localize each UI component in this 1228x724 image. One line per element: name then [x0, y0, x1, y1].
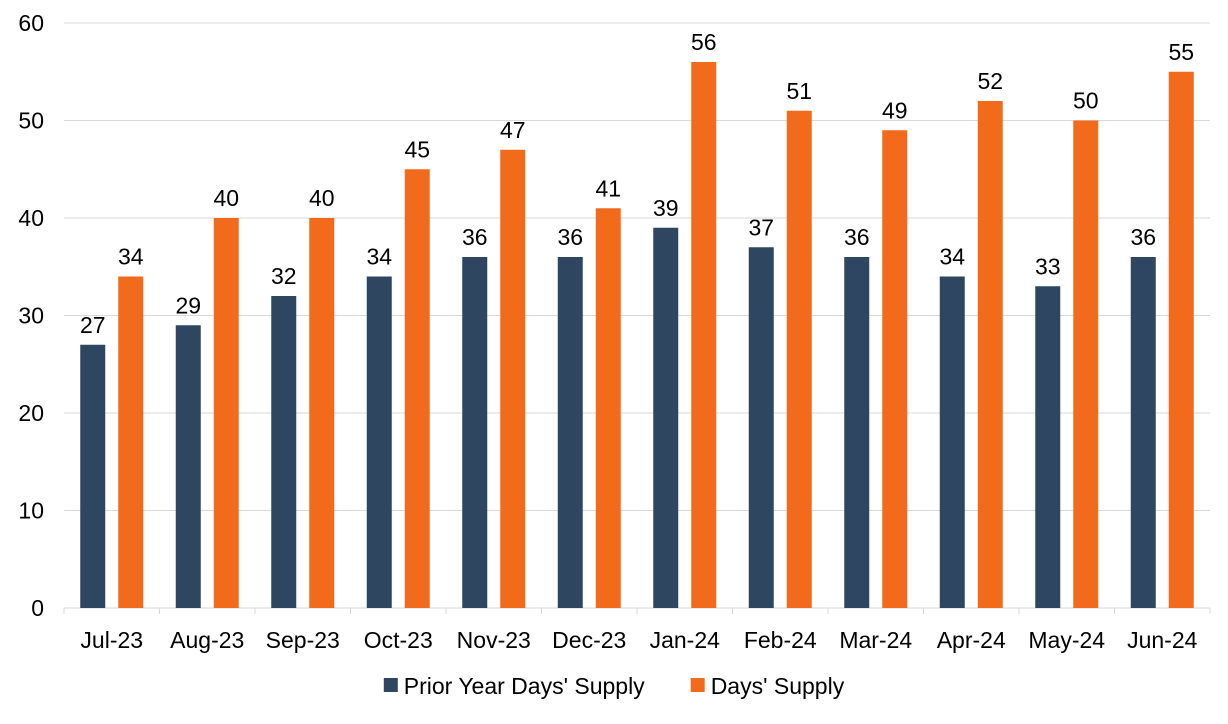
data-label: 51 [786, 78, 812, 104]
data-label: 34 [939, 244, 965, 270]
data-label: 45 [404, 136, 430, 162]
data-label: 37 [748, 214, 774, 240]
bar-prior-year-days-supply [80, 344, 106, 608]
x-category-label: May-24 [1028, 627, 1105, 653]
x-category-label: Oct-23 [364, 627, 433, 653]
bar-prior-year-days-supply [653, 227, 679, 608]
x-category-label: Jun-24 [1127, 627, 1198, 653]
bar-prior-year-days-supply [1035, 286, 1061, 608]
data-label: 55 [1168, 39, 1194, 65]
data-label: 36 [1130, 224, 1156, 250]
bar-days-supply [977, 101, 1003, 608]
bar-days-supply [404, 169, 430, 608]
x-category-label: Jan-24 [650, 627, 721, 653]
x-category-label: Sep-23 [266, 627, 340, 653]
y-tick-label: 10 [18, 498, 44, 524]
bar-prior-year-days-supply [939, 276, 965, 608]
legend-swatch [383, 678, 398, 692]
data-label: 49 [882, 97, 908, 123]
legend: Prior Year Days' Supply Days' Supply [383, 673, 845, 699]
x-category-label: Feb-24 [744, 627, 817, 653]
data-label: 40 [213, 185, 239, 211]
x-category-label: Nov-23 [457, 627, 531, 653]
y-tick-label: 0 [31, 595, 44, 621]
data-label: 36 [844, 224, 870, 250]
data-label: 27 [80, 312, 106, 338]
data-label: 41 [595, 175, 621, 201]
bar-days-supply [595, 208, 621, 608]
bar-prior-year-days-supply [175, 325, 201, 608]
data-label: 36 [462, 224, 488, 250]
bar-days-supply [309, 218, 335, 608]
data-label: 34 [366, 244, 392, 270]
y-tick-label: 20 [18, 400, 44, 426]
bar-prior-year-days-supply [844, 257, 870, 608]
data-label: 56 [691, 29, 717, 55]
bar-prior-year-days-supply [748, 247, 774, 608]
data-label: 32 [271, 263, 297, 289]
axes: 0 10 20 30 40 50 60 Jul-23 Aug-23 Sep-23 Oct-23 Nov… [18, 10, 1211, 653]
gridlines [64, 22, 1210, 511]
bar-days-supply [1073, 120, 1099, 608]
data-label: 39 [653, 195, 679, 221]
data-label: 33 [1035, 253, 1061, 279]
x-category-label: Mar-24 [839, 627, 912, 653]
bar-days-supply [1168, 71, 1194, 608]
bar-days-supply [118, 276, 144, 608]
bar-prior-year-days-supply [271, 296, 297, 608]
y-tick-label: 40 [18, 205, 44, 231]
bar-prior-year-days-supply [557, 257, 583, 608]
x-category-label: Apr-24 [937, 627, 1006, 653]
bars [80, 62, 1194, 608]
y-tick-label: 50 [18, 108, 44, 134]
bar-days-supply [213, 218, 239, 608]
x-category-label: Jul-23 [80, 627, 143, 653]
x-category-label: Dec-23 [552, 627, 626, 653]
legend-label: Prior Year Days' Supply [404, 673, 645, 699]
data-label: 40 [309, 185, 335, 211]
data-label: 29 [175, 292, 201, 318]
data-label: 47 [500, 117, 526, 143]
bar-days-supply [691, 62, 717, 608]
data-labels: 27 29 32 34 36 36 39 37 36 34 33 36 34 40 40 45 47 41 56 51… [80, 29, 1194, 338]
data-label: 50 [1073, 88, 1099, 114]
bar-prior-year-days-supply [462, 257, 488, 608]
data-label: 52 [977, 68, 1003, 94]
legend-label: Days' Supply [711, 673, 845, 699]
bar-prior-year-days-supply [1130, 257, 1156, 608]
y-tick-label: 30 [18, 303, 44, 329]
bar-days-supply [882, 130, 908, 608]
y-tick-label: 60 [18, 10, 44, 36]
data-label: 34 [118, 244, 144, 270]
bar-days-supply [500, 149, 526, 608]
x-category-label: Aug-23 [170, 627, 244, 653]
data-label: 36 [557, 224, 583, 250]
bar-prior-year-days-supply [366, 276, 392, 608]
bar-days-supply [786, 110, 812, 608]
legend-swatch [690, 678, 705, 692]
